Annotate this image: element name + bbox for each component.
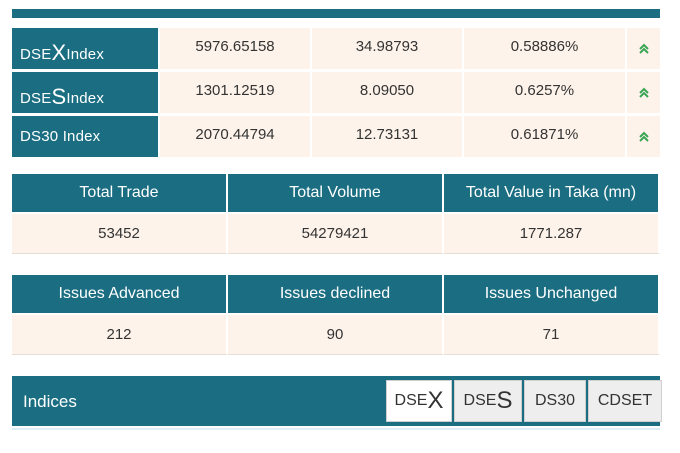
index-percent: 0.61871%: [462, 116, 625, 157]
index-change: 8.09050: [310, 72, 462, 113]
index-name-dsex[interactable]: DSE X Index: [12, 28, 158, 69]
index-row-dsex: DSE X Index 5976.65158 34.98793 0.58886%: [12, 28, 660, 69]
index-value: 1301.12519: [158, 72, 310, 113]
index-row-dses: DSE S Index 1301.12519 8.09050 0.6257%: [12, 72, 660, 113]
trade-stats-row: 53452 54279421 1771.287: [12, 214, 660, 254]
index-percent: 0.58886%: [462, 28, 625, 69]
header-issues-declined: Issues declined: [228, 275, 444, 313]
issue-stats-row: 212 90 71: [12, 315, 660, 355]
value-total-value: 1771.287: [444, 214, 660, 254]
index-name-ds30[interactable]: DS30 Index: [12, 116, 158, 157]
index-row-ds30: DS30 Index 2070.44794 12.73131 0.61871%: [12, 116, 660, 157]
double-chevron-up-icon: [625, 72, 660, 113]
issue-stats-table: Issues Advanced Issues declined Issues U…: [12, 275, 660, 355]
value-issues-declined: 90: [228, 315, 444, 355]
top-divider-bar: [12, 9, 660, 18]
header-issues-unchanged: Issues Unchanged: [444, 275, 660, 313]
header-total-trade: Total Trade: [12, 174, 228, 212]
tab-dses[interactable]: DSE S: [454, 380, 522, 422]
trade-stats-header: Total Trade Total Volume Total Value in …: [12, 174, 660, 212]
indices-title: Indices: [23, 392, 77, 411]
index-change: 34.98793: [310, 28, 462, 69]
value-issues-advanced: 212: [12, 315, 228, 355]
trade-stats-table: Total Trade Total Volume Total Value in …: [12, 174, 660, 254]
tab-ds30[interactable]: DS30: [524, 380, 586, 422]
value-total-trade: 53452: [12, 214, 228, 254]
index-table: DSE X Index 5976.65158 34.98793 0.58886% …: [12, 28, 660, 160]
tab-cdset[interactable]: CDSET: [588, 380, 662, 422]
header-total-value: Total Value in Taka (mn): [444, 174, 660, 212]
header-total-volume: Total Volume: [228, 174, 444, 212]
issue-stats-header: Issues Advanced Issues declined Issues U…: [12, 275, 660, 313]
index-value: 2070.44794: [158, 116, 310, 157]
index-change: 12.73131: [310, 116, 462, 157]
index-percent: 0.6257%: [462, 72, 625, 113]
index-name-dses[interactable]: DSE S Index: [12, 72, 158, 113]
panel-underline: [12, 428, 660, 430]
value-total-volume: 54279421: [228, 214, 444, 254]
indices-panel-header: Indices DSE X DSE S DS30 CDSET: [12, 376, 662, 426]
double-chevron-up-icon: [625, 116, 660, 157]
header-issues-advanced: Issues Advanced: [12, 275, 228, 313]
double-chevron-up-icon: [625, 28, 660, 69]
tab-dsex[interactable]: DSE X: [386, 380, 452, 422]
index-value: 5976.65158: [158, 28, 310, 69]
value-issues-unchanged: 71: [444, 315, 660, 355]
